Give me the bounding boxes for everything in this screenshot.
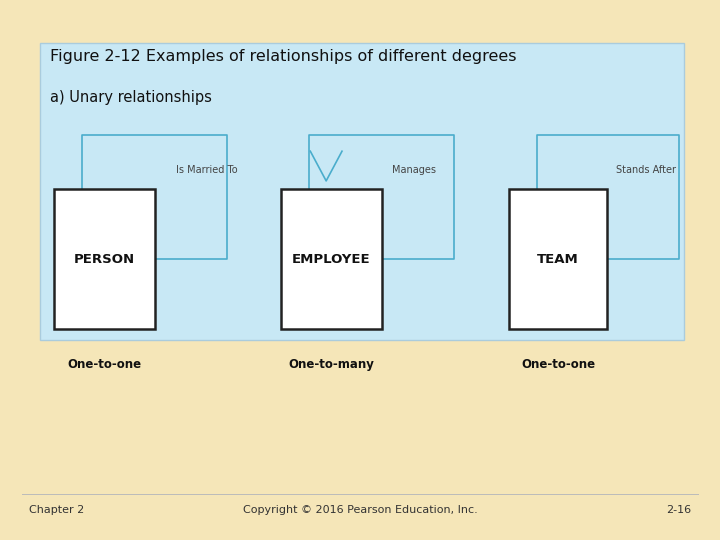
- Text: Is Married To: Is Married To: [176, 165, 238, 175]
- Bar: [40, 43, 684, 340]
- Text: 2-16: 2-16: [666, 505, 691, 515]
- Text: EMPLOYEE: EMPLOYEE: [292, 253, 371, 266]
- Text: Chapter 2: Chapter 2: [29, 505, 84, 515]
- Text: Copyright © 2016 Pearson Education, Inc.: Copyright © 2016 Pearson Education, Inc.: [243, 505, 477, 515]
- Bar: [510, 189, 606, 329]
- Text: Manages: Manages: [392, 165, 436, 175]
- Bar: [281, 189, 382, 329]
- Text: TEAM: TEAM: [537, 253, 579, 266]
- Bar: [54, 189, 155, 329]
- Text: PERSON: PERSON: [74, 253, 135, 266]
- Text: One-to-one: One-to-one: [68, 358, 141, 371]
- Text: Stands After: Stands After: [616, 165, 675, 175]
- Text: Figure 2-12 Examples of relationships of different degrees: Figure 2-12 Examples of relationships of…: [50, 49, 517, 64]
- Text: a) Unary relationships: a) Unary relationships: [50, 90, 212, 105]
- Text: One-to-one: One-to-one: [521, 358, 595, 371]
- Text: One-to-many: One-to-many: [288, 358, 374, 371]
